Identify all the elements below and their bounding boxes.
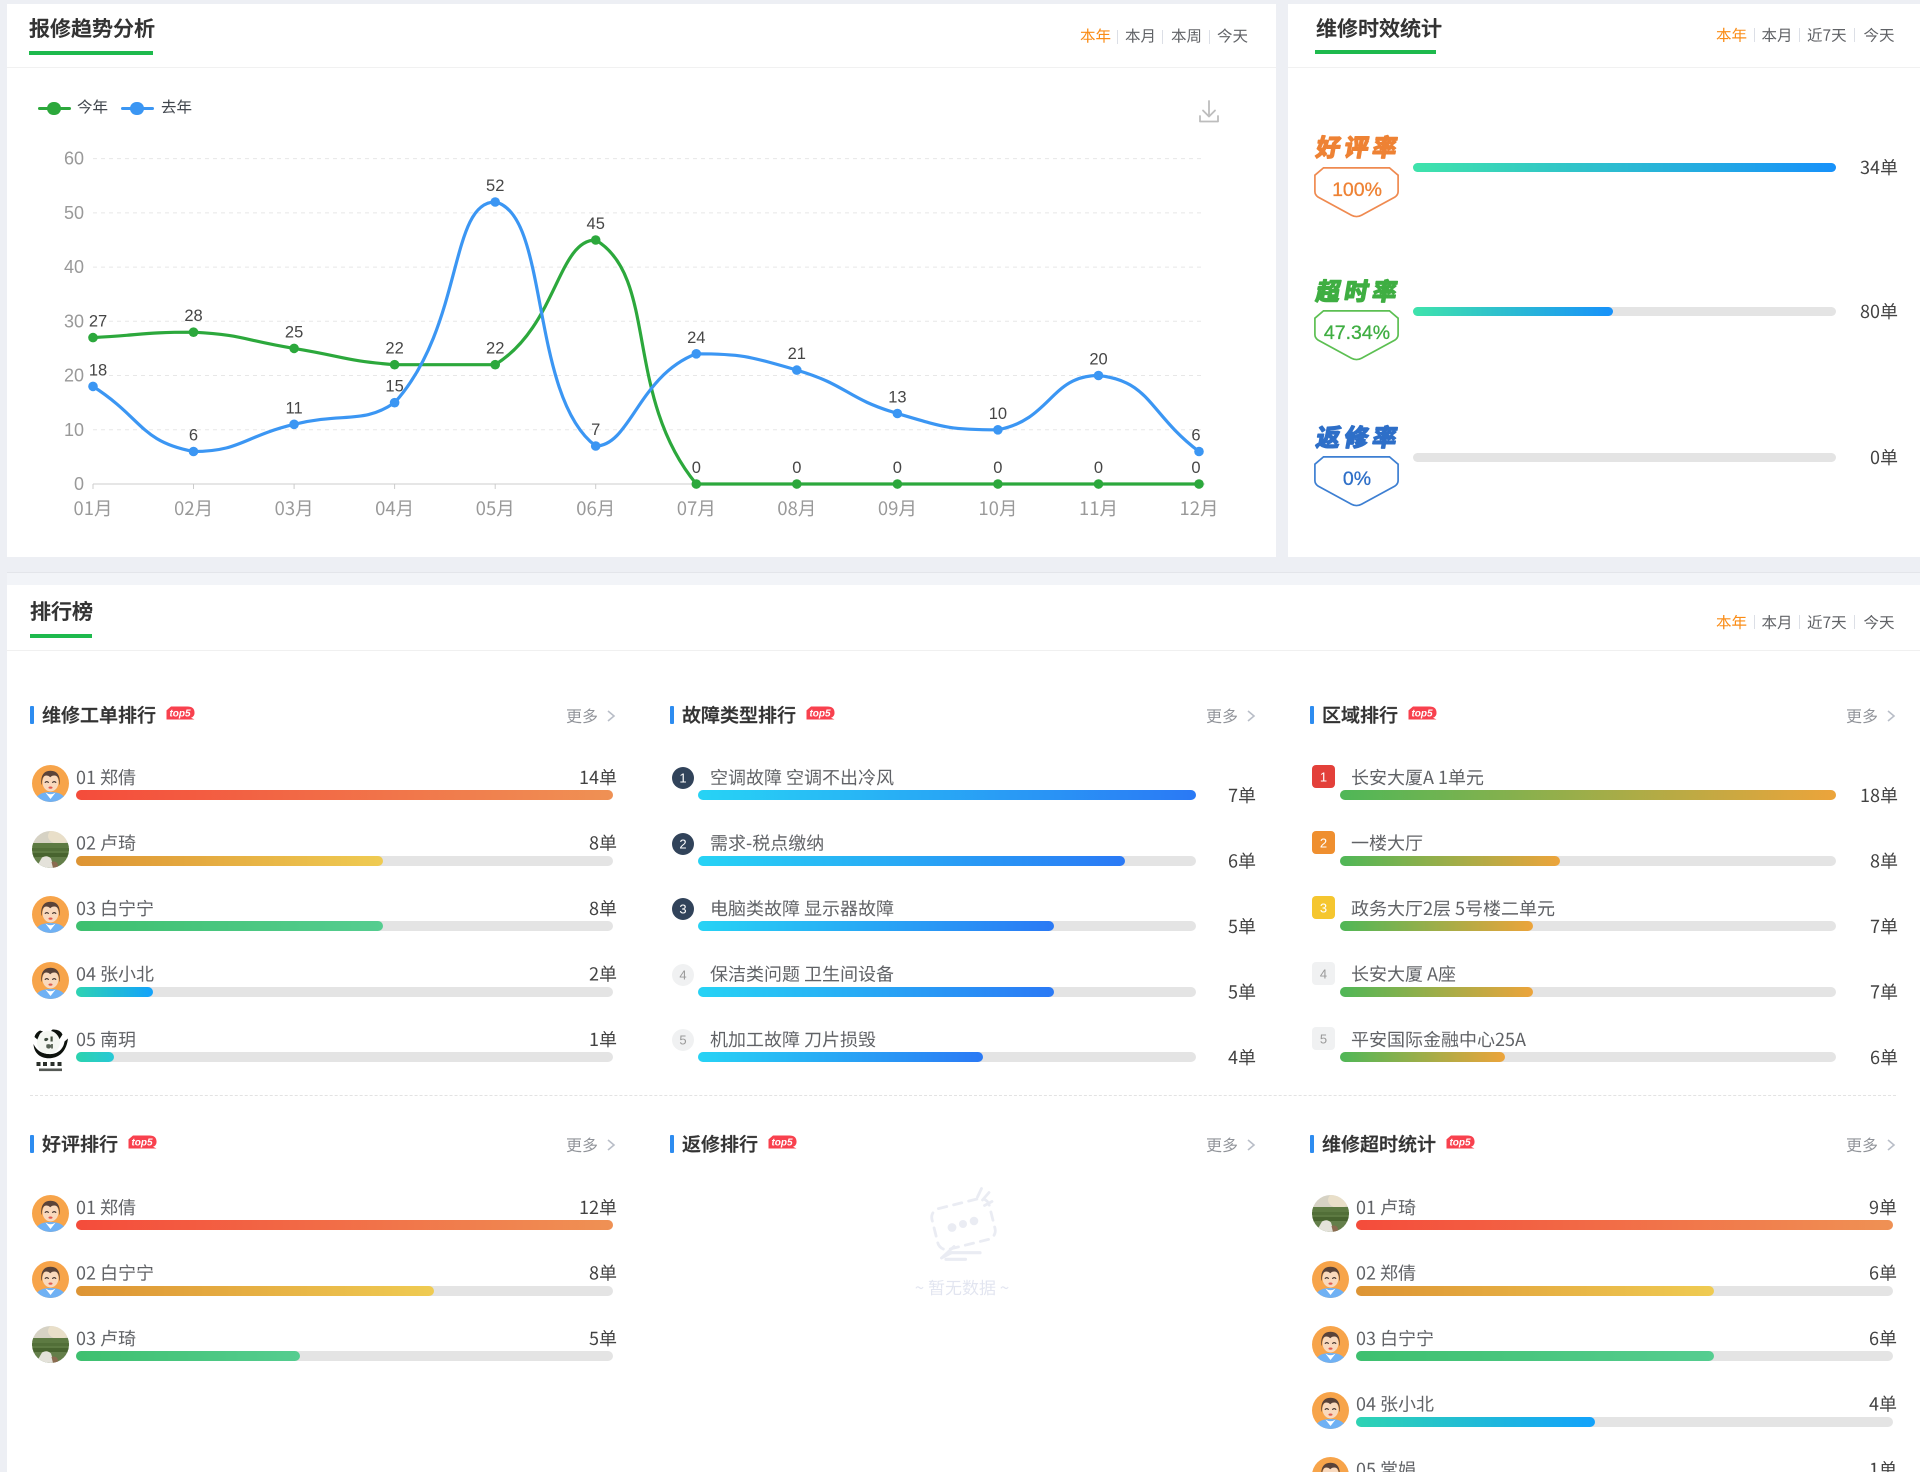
svg-text:top5: top5	[809, 709, 831, 720]
svg-text:40: 40	[64, 257, 84, 277]
svg-text:1: 1	[679, 771, 686, 786]
svg-text:0: 0	[1191, 459, 1200, 477]
svg-text:3: 3	[1320, 901, 1327, 916]
svg-text:45: 45	[587, 215, 605, 233]
svg-text:22: 22	[385, 340, 403, 358]
svg-text:top5: top5	[1411, 709, 1433, 720]
svg-text:30: 30	[64, 311, 84, 331]
svg-text:24: 24	[687, 329, 705, 347]
svg-text:0%: 0%	[1343, 468, 1371, 490]
svg-text:13: 13	[888, 389, 906, 407]
svg-text:52: 52	[486, 177, 504, 195]
svg-text:2: 2	[679, 836, 686, 851]
svg-text:3: 3	[679, 902, 686, 917]
svg-text:0: 0	[1094, 459, 1103, 477]
svg-text:top5: top5	[1449, 1138, 1471, 1149]
svg-text:1: 1	[1320, 770, 1327, 785]
svg-text:11: 11	[286, 399, 303, 417]
svg-text:10: 10	[989, 405, 1007, 423]
svg-text:28: 28	[184, 307, 202, 325]
svg-text:20: 20	[1089, 351, 1107, 369]
svg-text:18: 18	[89, 361, 107, 379]
svg-text:0: 0	[893, 459, 902, 477]
svg-text:4: 4	[1320, 966, 1327, 981]
svg-text:top5: top5	[131, 1138, 153, 1149]
svg-text:50: 50	[64, 203, 84, 223]
svg-text:6: 6	[189, 427, 198, 445]
svg-text:5: 5	[1320, 1032, 1327, 1047]
svg-text:60: 60	[64, 149, 84, 169]
svg-text:21: 21	[788, 345, 806, 363]
svg-text:6: 6	[1191, 427, 1200, 445]
svg-text:7: 7	[591, 421, 600, 439]
svg-text:22: 22	[486, 340, 504, 358]
svg-text:25: 25	[285, 323, 303, 341]
svg-text:100%: 100%	[1332, 179, 1382, 201]
svg-text:4: 4	[679, 967, 686, 982]
svg-text:2: 2	[1320, 835, 1327, 850]
svg-text:0: 0	[74, 474, 84, 494]
svg-text:47.34%: 47.34%	[1324, 322, 1390, 344]
svg-text:15: 15	[385, 378, 403, 396]
svg-text:5: 5	[679, 1033, 686, 1048]
svg-text:10: 10	[64, 420, 84, 440]
svg-text:0: 0	[993, 459, 1002, 477]
svg-text:20: 20	[64, 366, 84, 386]
svg-text:0: 0	[692, 459, 701, 477]
svg-text:27: 27	[89, 313, 107, 331]
svg-text:top5: top5	[169, 709, 191, 720]
svg-text:0: 0	[792, 459, 801, 477]
svg-text:top5: top5	[771, 1138, 793, 1149]
